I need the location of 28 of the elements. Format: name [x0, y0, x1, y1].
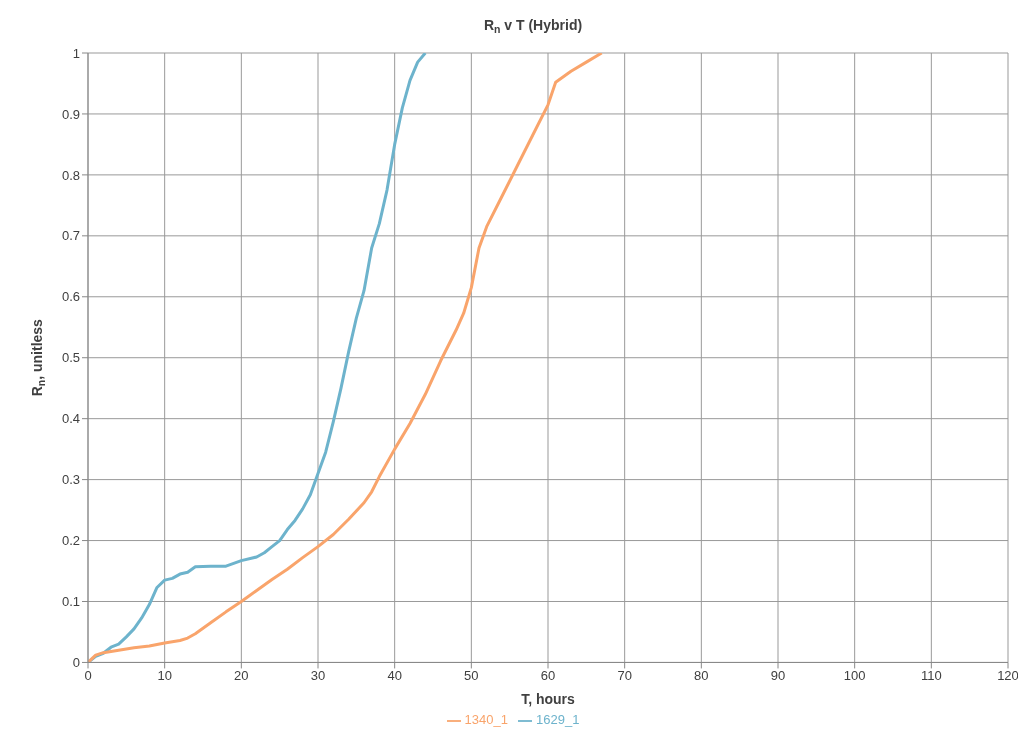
x-tick-label: 80: [694, 667, 709, 683]
x-tick-label: 20: [234, 667, 249, 683]
y-tick-label: 0.8: [61, 167, 80, 183]
x-tick-label: 100: [843, 667, 866, 683]
x-tick-label: 110: [920, 667, 942, 683]
y-tick-label: 0.6: [61, 289, 80, 305]
y-tick-label: 0.9: [61, 106, 80, 122]
x-tick-label: 30: [310, 667, 326, 683]
x-axis-title: T, hours: [521, 691, 576, 708]
x-tick-label: 70: [617, 667, 632, 683]
y-tick-label: 0.1: [61, 594, 80, 610]
x-tick-label: 0: [84, 667, 92, 683]
x-tick-label: 60: [540, 667, 556, 683]
x-tick-label: 90: [770, 667, 786, 683]
y-tick-label: 1: [72, 45, 80, 61]
y-tick-label: 0.4: [61, 411, 80, 427]
y-tick-label: 0.5: [61, 350, 80, 366]
y-tick-label: 0.3: [61, 472, 80, 488]
x-tick-label: 40: [387, 667, 402, 683]
y-tick-label: 0: [72, 655, 80, 671]
chart-title: R$_{n}$ v T (Hybrid): [483, 17, 583, 35]
x-tick-label: 50: [464, 667, 479, 683]
x-tick-label: 120: [997, 667, 1019, 683]
x-tick-label: 10: [157, 667, 172, 683]
y-tick-label: 0.2: [61, 533, 80, 549]
legend-label: 1629_1: [536, 712, 580, 728]
y-tick-label: 0.7: [61, 228, 80, 244]
legend-label: 1340_1: [464, 712, 508, 728]
